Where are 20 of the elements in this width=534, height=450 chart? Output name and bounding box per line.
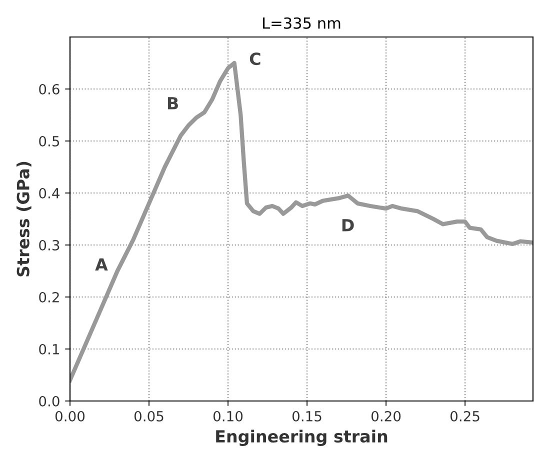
- annotation: B: [168, 97, 178, 110]
- annotation: A: [95, 258, 108, 271]
- annotation: D: [342, 219, 354, 232]
- x-tick-label: 0.05: [134, 410, 164, 422]
- y-tick-label: 0.5: [39, 136, 60, 146]
- y-axis-title: Stress (GPa): [16, 162, 32, 276]
- y-tick-label: 0.2: [39, 292, 59, 302]
- annotation: C: [250, 52, 260, 66]
- x-tick-label: 0.25: [450, 410, 480, 422]
- x-tick-label: 0.20: [371, 410, 401, 422]
- y-tick-label: 0.4: [39, 188, 60, 198]
- y-tick-label: 0.0: [39, 396, 60, 406]
- y-tick-label: 0.3: [39, 240, 60, 250]
- x-axis-title: Engineering strain: [216, 430, 388, 446]
- x-tick-label: 0.15: [292, 410, 322, 422]
- x-tick-label: 0.00: [55, 410, 85, 422]
- x-tick-label: 0.10: [213, 410, 243, 422]
- y-tick-label: 0.1: [39, 344, 59, 354]
- chart-title: L=335 nm: [263, 17, 340, 29]
- y-tick-label: 0.6: [39, 84, 60, 94]
